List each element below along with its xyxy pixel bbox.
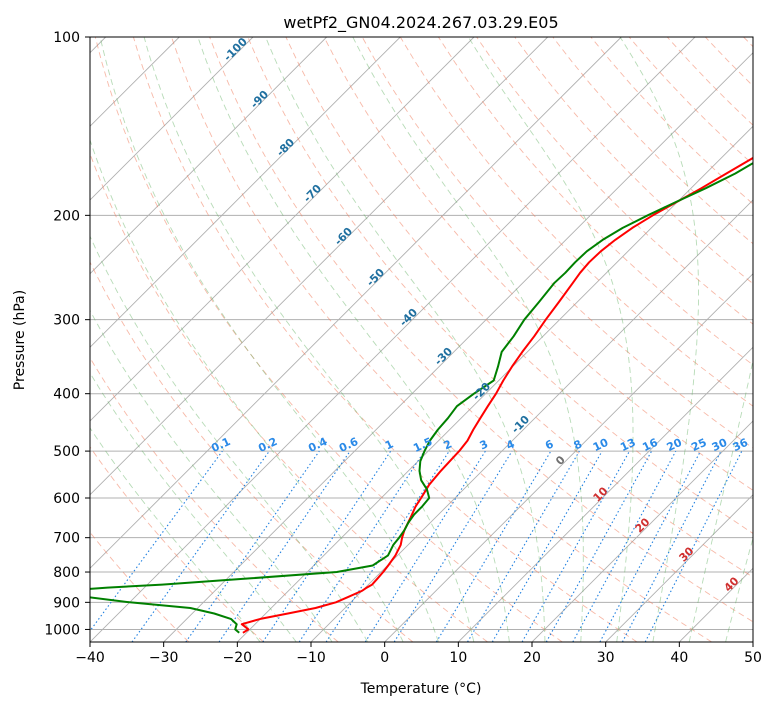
mixing-ratio-line [393,450,513,642]
y-axis-label: Pressure (hPa) [12,290,28,390]
isotherm-line [605,494,753,642]
dry-adiabat-line [247,37,753,578]
mixing-ratio-label: 20 [665,436,685,454]
mixing-ratio-label: 25 [689,436,708,454]
y-tick-label: 400 [53,387,80,403]
y-tick-label: 500 [53,444,80,460]
y-tick-label: 1000 [44,622,80,638]
dry-adiabat-line [285,37,753,535]
isotherm-line [90,37,475,422]
x-tick-label: −10 [296,650,326,666]
dry-adiabat-line [514,37,753,285]
y-tick-label: 900 [53,595,80,611]
moist-adiabat-line [265,37,546,642]
isotherm-line [531,420,753,642]
mixing-ratio-label: 13 [618,436,637,454]
y-tick-label: 600 [53,491,80,507]
isotherm-line [163,52,753,642]
mixing-ratio-line [185,450,320,642]
moist-adiabat-line [619,37,699,642]
dry-adiabat-line [94,37,563,642]
mixing-ratio-line [467,450,580,642]
mixing-ratio-line [545,450,653,642]
mixing-ratio-label: 16 [640,436,660,454]
x-tick-label: −40 [75,650,105,666]
moist-adiabat-line [352,37,584,642]
background-lines [90,37,753,642]
dry-adiabat-line [209,37,753,623]
plot-background [90,37,753,642]
moist-adiabat-line [99,37,439,642]
x-tick-label: 20 [523,650,541,666]
x-tick-label: 40 [670,650,688,666]
dewpoint-profile-line [90,161,753,634]
x-tick-label: 10 [449,650,467,666]
dry-adiabat-line [476,37,753,325]
x-tick-label: −30 [149,650,179,666]
moist-adiabat-line [90,309,333,642]
isotherm-line [752,641,753,642]
mixing-ratio-line [572,450,677,642]
plot-frame [89,36,754,643]
moist-adiabat-line [143,37,475,642]
dry-adiabat-line [132,37,638,642]
dry-adiabat-line [171,37,712,642]
mixing-ratio-label: 30 [710,436,730,454]
mixing-ratio-line [521,450,630,642]
x-tick-label: 30 [597,650,615,666]
isotherm-line [90,37,328,275]
isotherm-line [457,346,753,642]
mixing-ratio-line [491,450,603,642]
mixing-ratio-line [325,450,450,642]
mixing-ratio-label: 36 [731,436,751,454]
moist-adiabat-line [688,358,753,642]
chart-title: wetPf2_GN04.2024.267.03.29.E05 [283,13,558,33]
dry-adiabat-line [90,356,339,642]
moist-adiabat-line [197,37,510,642]
isotherm-line [90,37,696,642]
mixing-ratio-label: 10 [591,436,611,454]
isotherm-line [90,37,401,348]
mixing-ratio-line [364,450,486,642]
moist-adiabat-line [725,536,753,642]
dry-adiabat-line [323,37,753,491]
sounding-profiles [90,156,753,634]
moist-adiabat-line [90,427,261,642]
mixing-ratio-line [218,450,351,642]
x-tick-label: 0 [380,650,389,666]
x-tick-label: 50 [744,650,762,666]
isotherm-line [236,125,753,642]
y-tick-label: 200 [53,208,80,224]
x-tick-label: −20 [223,650,253,666]
y-tick-label: 800 [53,565,80,581]
isotherm-line [90,37,622,569]
dry-adiabat-line [90,261,414,642]
isotherm-line [90,37,254,201]
moist-adiabat-line [90,372,297,642]
y-tick-label: 100 [53,30,80,46]
x-axis-label: Temperature (°C) [360,681,482,697]
y-tick-label: 300 [53,313,80,329]
axis-ticks: −40 −30 −20 −10 0 10 20 30 40 50 100 200 300 400 500 60… [44,30,762,666]
isotherm-line [384,273,753,642]
y-tick-label: 700 [53,531,80,547]
isotherm-line [90,37,549,496]
moist-adiabat-line [90,138,404,642]
moist-adiabat-line [90,235,369,642]
mixing-ratio-line [435,450,552,642]
dry-adiabat-line [90,446,264,642]
